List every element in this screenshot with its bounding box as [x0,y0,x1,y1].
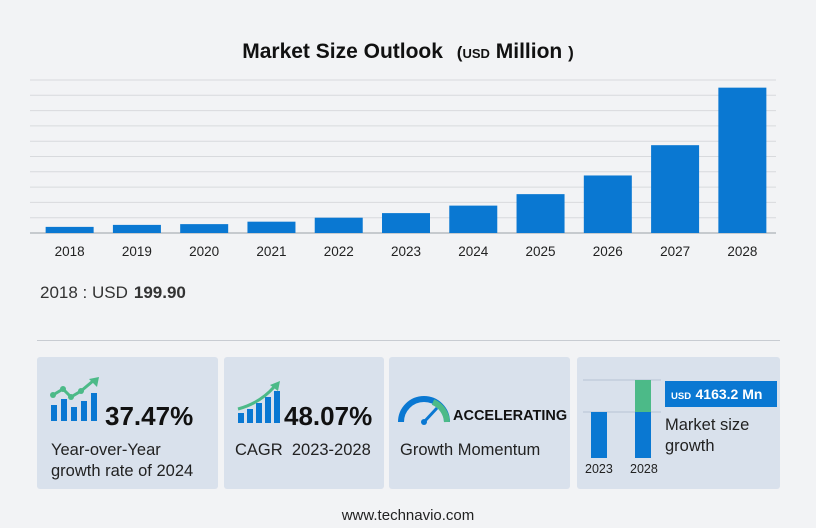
yoy-desc-line1: Year-over-Year [51,441,161,459]
bar-2021 [247,221,296,233]
cagr-desc: CAGR 2023-2028 [235,441,371,459]
bar-2018 [45,226,94,233]
base-year-amount: 199.90 [133,283,186,302]
yoy-value: 37.47% [105,401,194,431]
market-size-badge: USD 4163.2 Mn [665,381,777,407]
x-tick-label: 2027 [660,244,690,259]
footer-url: www.technavio.com [341,507,475,524]
market-size-value: 4163.2 Mn [695,386,763,402]
mini-bar-2023 [591,412,607,458]
bar-2028 [718,87,767,234]
yoy-card: 37.47% Year-over-Year growth rate of 202… [37,357,218,489]
title-paren-open: ( [456,43,463,62]
mini-bar-2028-growth [635,380,651,412]
title-paren-close: ) [568,43,574,62]
rising-bars-icon [237,381,280,423]
title-unit: Million [495,40,563,63]
growth-chart-icon [50,377,99,421]
bar-2019 [112,224,161,233]
cagr-card: 48.07% CAGR 2023-2028 [224,357,384,489]
x-tick-label: 2018 [55,244,85,259]
base-year-value: 2018 : USD 199.90 [40,283,186,303]
x-tick-label: 2025 [526,244,556,259]
bar-2023 [382,213,430,233]
x-tick-label: 2019 [122,244,152,259]
title-text: Market Size Outlook [242,40,443,63]
section-divider [37,340,780,341]
momentum-desc: Growth Momentum [400,441,541,459]
x-tick-label: 2020 [189,244,219,259]
bar-2025 [516,194,565,233]
yoy-desc: Year-over-Year growth rate of 2024 [51,440,193,482]
market-size-desc: Market size growth [665,415,749,457]
yoy-desc-line2: growth rate of 2024 [51,462,194,480]
market-size-currency: USD [671,391,692,402]
mini-bar-2028-base [635,412,651,458]
market-growth-card: 2023 2028 USD 4163.2 Mn Market size grow… [577,357,780,489]
x-tick-label: 2022 [324,244,354,259]
bar-chart: 2018 2019 2020 2021 2022 2023 2024 2025 2026 2027… [30,79,776,259]
title-currency: USD [462,46,490,61]
base-year-label: 2018 : USD [40,283,128,302]
x-tick-label: 2021 [256,244,286,259]
x-tick-label: 2024 [458,244,489,259]
mini-year-end: 2028 [630,462,658,476]
x-tick-label: 2026 [593,244,623,259]
cagr-value: 48.07% [284,401,373,431]
bar-2020 [180,224,229,233]
momentum-value: ACCELERATING [453,408,568,424]
chart-title: Market Size Outlook (USD Million ) [0,40,816,64]
bar-2026 [583,175,632,233]
mini-growth-bars [583,379,661,458]
momentum-card: ACCELERATING Growth Momentum [389,357,570,489]
market-size-desc-line1: Market size [665,416,750,434]
bar-2027 [651,145,700,233]
bar-2024 [449,205,498,233]
x-tick-label: 2023 [391,244,421,259]
market-size-desc-line2: growth [665,437,715,455]
x-tick-label: 2028 [727,244,757,259]
speedometer-icon [398,396,450,425]
bar-2022 [314,217,363,233]
mini-year-start: 2023 [585,462,613,476]
